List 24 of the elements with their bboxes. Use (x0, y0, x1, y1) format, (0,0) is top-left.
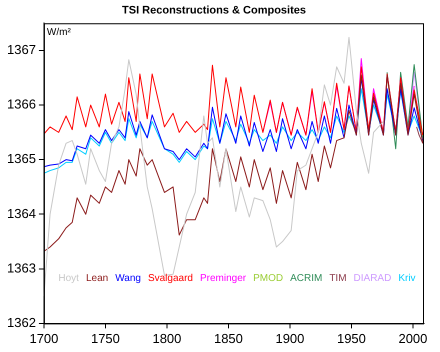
y-tick-label: 1367 (7, 42, 36, 58)
text: TIM (329, 273, 347, 284)
text: Preminger (200, 273, 247, 284)
x-tick-label: 1900 (275, 330, 304, 346)
y-tick-label: 1365 (7, 151, 36, 166)
text: Wang (115, 273, 141, 284)
text: ACRIM (290, 273, 322, 284)
chart-title: TSI Reconstructions & Composites (122, 4, 306, 17)
text: DIARAD (354, 273, 392, 284)
y-tick-label: 1366 (7, 96, 36, 112)
x-tick-label: 1950 (336, 330, 366, 346)
x-tick-label: 2000 (398, 330, 428, 346)
x-tick-label: 1700 (29, 330, 58, 346)
text: PMOD (253, 273, 284, 284)
y-tick-label: 1362 (7, 314, 36, 330)
text: Svalgaard (148, 273, 193, 284)
y-tick-label: 1363 (7, 260, 36, 276)
text: Lean (86, 273, 108, 284)
text: Kriv (398, 273, 416, 284)
x-tick-label: 1750 (90, 330, 120, 346)
y-tick-label: 1364 (7, 206, 36, 221)
x-tick-label: 1800 (152, 330, 182, 346)
x-tick-label: 1850 (214, 330, 243, 346)
y-axis-title: W/m² (46, 26, 72, 38)
